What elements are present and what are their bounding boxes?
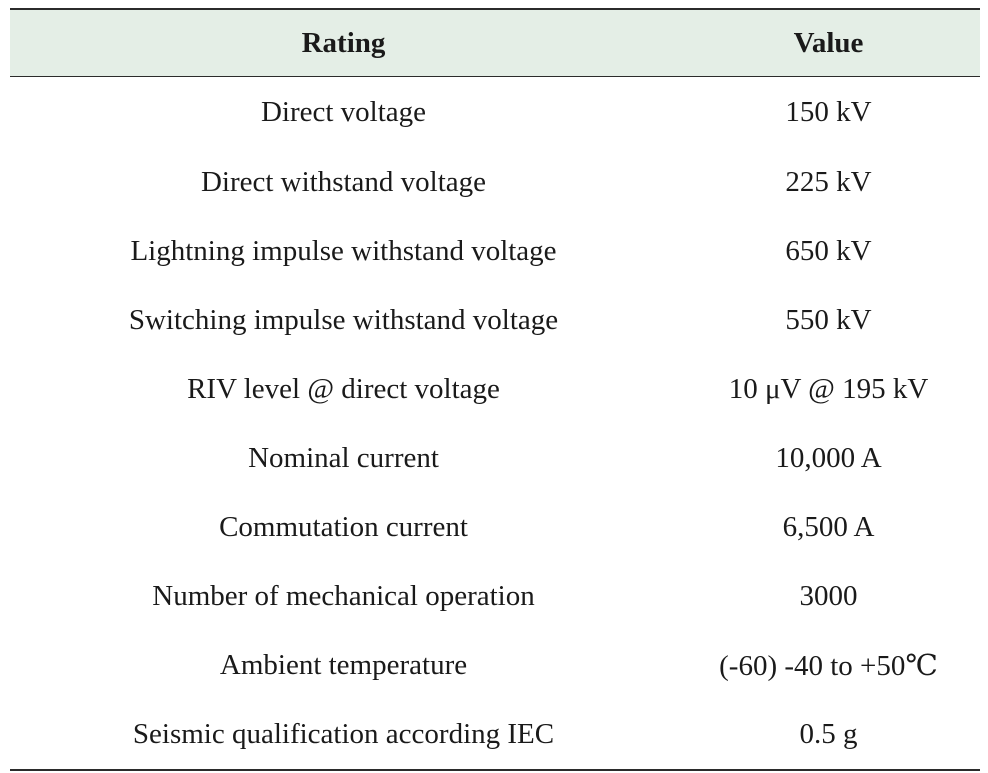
table-row: Direct withstand voltage 225 kV: [10, 148, 980, 217]
table-row: Number of mechanical operation 3000: [10, 562, 980, 631]
table-row: Ambient temperature (-60) -40 to +50℃: [10, 631, 980, 700]
rating-cell: Nominal current: [248, 442, 439, 474]
table-row: Commutation current 6,500 A: [10, 493, 980, 562]
value-cell: 10,000 A: [775, 442, 882, 474]
rating-cell: Seismic qualification according IEC: [10, 700, 677, 771]
rating-cell: Direct withstand voltage: [200, 166, 487, 198]
table-row: Seismic qualification according IEC 0.5 …: [10, 700, 980, 771]
header-value: Value: [677, 8, 980, 77]
rating-cell: Commutation current: [219, 511, 468, 543]
ratings-table-container: Rating Value Direct voltage 150 kV Direc…: [10, 8, 980, 771]
rating-cell: Ambient temperature: [219, 649, 468, 681]
value-cell: (-60) -40 to +50℃: [719, 650, 938, 682]
table-row: Lightning impulse withstand voltage 650 …: [10, 217, 980, 286]
table-header: Rating Value: [10, 8, 980, 77]
rating-cell: RIV level @ direct voltage: [187, 373, 500, 405]
value-cell: 3000: [799, 580, 858, 612]
rating-cell: Direct voltage: [260, 96, 427, 128]
value-cell: 550 kV: [785, 304, 872, 336]
rating-cell: Lightning impulse withstand voltage: [130, 235, 557, 267]
rating-cell: Switching impulse withstand voltage: [128, 304, 559, 336]
value-cell: 6,500 A: [782, 511, 875, 543]
table-row: RIV level @ direct voltage 10 μV @ 195 k…: [10, 355, 980, 424]
rating-cell: Number of mechanical operation: [152, 580, 535, 612]
table-row: Direct voltage 150 kV: [10, 77, 980, 149]
value-cell: 10 μV @ 195 kV: [728, 373, 929, 405]
value-cell: 150 kV: [785, 96, 872, 128]
table-body: Direct voltage 150 kV Direct withstand v…: [10, 77, 980, 771]
value-cell: 650 kV: [785, 235, 872, 267]
value-cell: 0.5 g: [677, 700, 980, 771]
ratings-table: Rating Value Direct voltage 150 kV Direc…: [10, 8, 980, 771]
value-cell: 225 kV: [785, 166, 872, 198]
table-row: Nominal current 10,000 A: [10, 424, 980, 493]
table-row: Switching impulse withstand voltage 550 …: [10, 286, 980, 355]
header-row: Rating Value: [10, 8, 980, 77]
header-rating: Rating: [10, 8, 677, 77]
